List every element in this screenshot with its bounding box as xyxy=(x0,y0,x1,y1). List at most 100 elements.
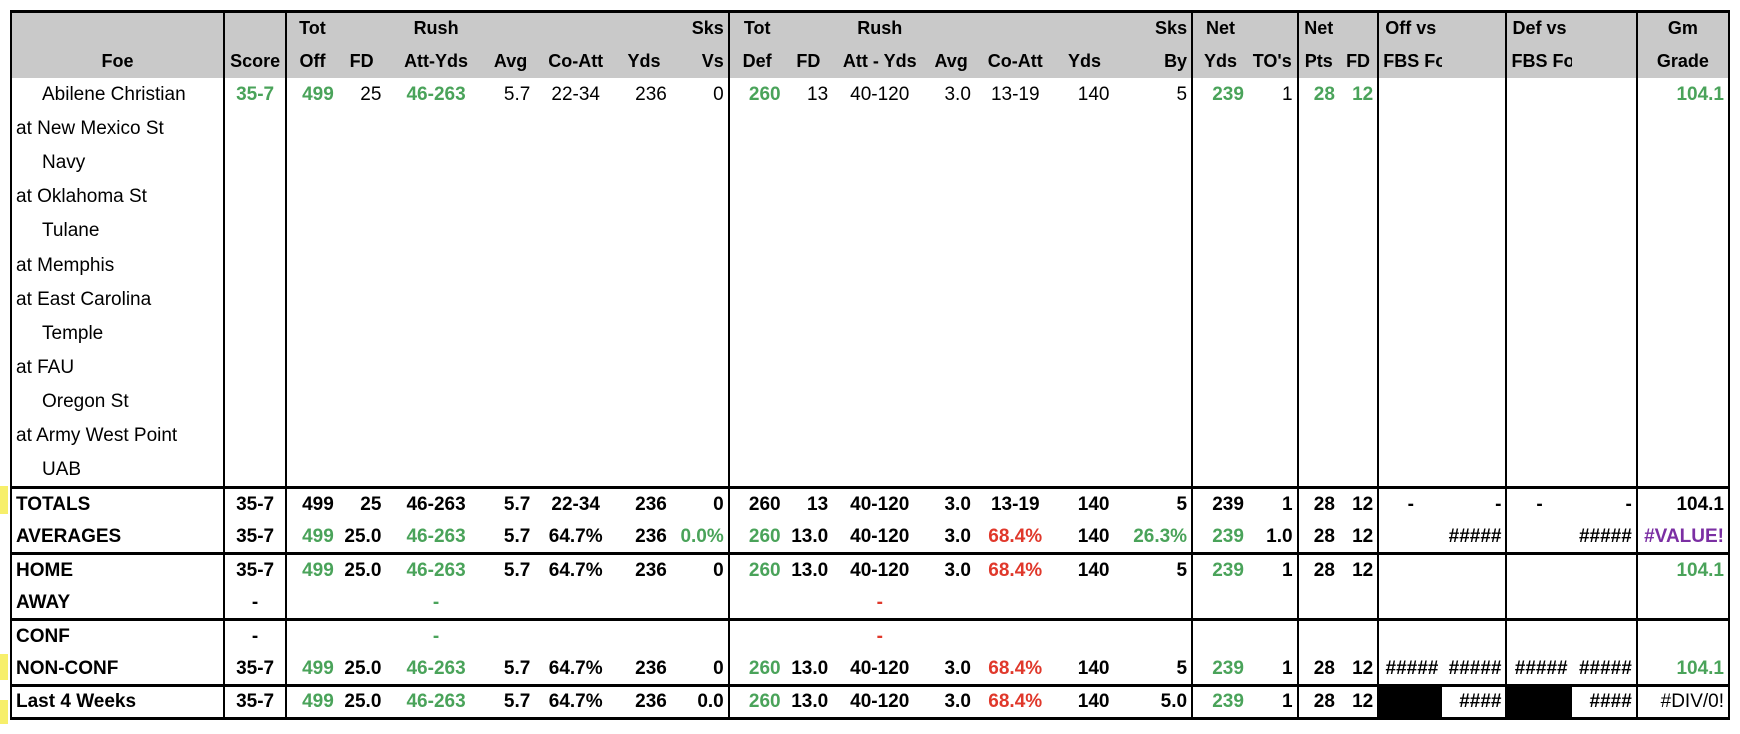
cell-d-rush xyxy=(832,419,927,453)
cell-tot-off: 499 xyxy=(285,520,338,554)
cell-co-att xyxy=(534,618,618,653)
cell-net-pts: 28 xyxy=(1296,552,1339,587)
cell-tot-off xyxy=(285,419,338,454)
cell-yds xyxy=(617,618,671,653)
cell-avg xyxy=(487,112,535,146)
cell-off2 xyxy=(1442,248,1506,282)
cell-grade xyxy=(1635,316,1731,351)
cell-tos: 1 xyxy=(1247,552,1298,587)
game-row: at New Mexico St xyxy=(9,111,1731,146)
cell-d-rush: - xyxy=(876,591,883,613)
cell-avg xyxy=(487,419,535,453)
summary-row-home: HOME 35-7 499 25.0 46-263 5.7 64.7% 236 0 260 13.0… xyxy=(9,552,1731,587)
cell-rush xyxy=(385,248,486,282)
cell-d-co-att xyxy=(975,112,1056,146)
cell-def1 xyxy=(1505,520,1572,554)
cell-d-co-att xyxy=(975,454,1056,488)
cell-avg xyxy=(486,618,535,653)
header-cell xyxy=(974,10,1056,45)
cell-def2 xyxy=(1572,454,1637,488)
cell-net-yds xyxy=(1191,180,1248,215)
cell-off2: - xyxy=(1442,486,1507,521)
cell-d-rush: 40-120 xyxy=(832,552,928,587)
cell-d-avg: 3.0 xyxy=(944,525,971,547)
cell-net-yds: 239 xyxy=(1191,552,1248,587)
cell-net-pts xyxy=(1296,351,1339,386)
cell-off1 xyxy=(1377,618,1443,653)
cell-fd xyxy=(338,419,386,453)
header-cell xyxy=(534,10,618,45)
cell-off1 xyxy=(1377,520,1443,554)
game-row: Abilene Christian 35-7 499 25 46-263 5.7 22-34… xyxy=(9,77,1731,112)
cell-tot-off xyxy=(285,282,338,317)
cell-score xyxy=(223,248,287,283)
cell-d-rush xyxy=(832,180,927,214)
cell-avg xyxy=(487,146,535,180)
cell-avg xyxy=(487,454,535,488)
cell-net-pts xyxy=(1296,385,1339,420)
cell-off1 xyxy=(1377,419,1443,454)
cell-tot-off xyxy=(285,145,338,181)
cell-net-yds xyxy=(1191,111,1248,146)
cell-d-yds xyxy=(1056,248,1114,282)
cell-co-att: 64.7% xyxy=(534,684,618,721)
header-cell: Def vs xyxy=(1505,10,1572,45)
cell-co-att xyxy=(534,587,617,620)
cell-grade xyxy=(1635,618,1731,653)
cell-yds xyxy=(617,112,671,146)
cell-d-avg xyxy=(927,618,975,653)
cell-net-yds xyxy=(1191,248,1248,283)
cell-yds: 236 xyxy=(635,83,667,105)
cell-tot-off xyxy=(285,385,338,420)
game-row: Oregon St xyxy=(9,385,1731,420)
cell-grade xyxy=(1635,282,1731,317)
cell-d-avg xyxy=(927,454,975,488)
cell-fd: 25 xyxy=(360,83,382,105)
cell-sks-by: 5 xyxy=(1176,657,1188,679)
foe-name: Navy xyxy=(9,145,225,181)
cell-yds: 236 xyxy=(617,486,671,521)
cell-def1 xyxy=(1505,419,1572,454)
cell-net-pts: 28 xyxy=(1296,684,1339,721)
cell-d-yds xyxy=(1056,146,1114,180)
cell-grade xyxy=(1635,214,1731,249)
cell-off2 xyxy=(1442,587,1506,620)
cell-fd xyxy=(338,587,386,620)
cell-d-rush xyxy=(832,454,927,488)
cell-tos xyxy=(1248,454,1298,488)
cell-net-fd xyxy=(1339,214,1378,248)
cell-d-co-att: 13-19 xyxy=(974,486,1056,521)
cell-net-yds xyxy=(1191,385,1248,420)
cell-tot-off xyxy=(285,180,338,215)
game-row: Navy xyxy=(9,145,1731,181)
games-section: Abilene Christian 35-7 499 25 46-263 5.7 22-34… xyxy=(9,77,1731,488)
cell-sks-by xyxy=(1113,317,1192,351)
cell-avg: 5.7 xyxy=(486,552,535,587)
cell-d-fd xyxy=(785,112,833,146)
cell-def2: - xyxy=(1571,486,1637,521)
cell-net-fd xyxy=(1339,112,1378,146)
cell-d-co-att xyxy=(975,351,1056,385)
cell-avg: 5.7 xyxy=(503,525,531,547)
cell-co-att xyxy=(534,214,617,248)
cell-net-fd xyxy=(1339,587,1378,620)
cell-off1 xyxy=(1377,385,1443,420)
cell-score: 35-7 xyxy=(223,520,287,554)
cell-fd xyxy=(337,618,386,653)
cell-def2 xyxy=(1572,248,1637,282)
cell-rush xyxy=(385,351,486,385)
cell-off1: - xyxy=(1377,486,1443,521)
header-cell xyxy=(9,10,225,45)
cell-d-avg xyxy=(927,248,975,282)
cell-def2: ##### xyxy=(1578,657,1632,679)
cell-off1 xyxy=(1377,316,1443,351)
cell-grade xyxy=(1635,351,1731,386)
cell-def1: - xyxy=(1505,486,1572,521)
cell-def1 xyxy=(1505,453,1572,488)
cell-tot-def xyxy=(727,145,785,181)
cell-net-yds xyxy=(1191,145,1248,181)
header-cell: Foe xyxy=(9,44,225,78)
cell-off1 xyxy=(1377,552,1443,587)
cell-def1: ##### xyxy=(1505,652,1572,686)
cell-score xyxy=(223,180,287,215)
